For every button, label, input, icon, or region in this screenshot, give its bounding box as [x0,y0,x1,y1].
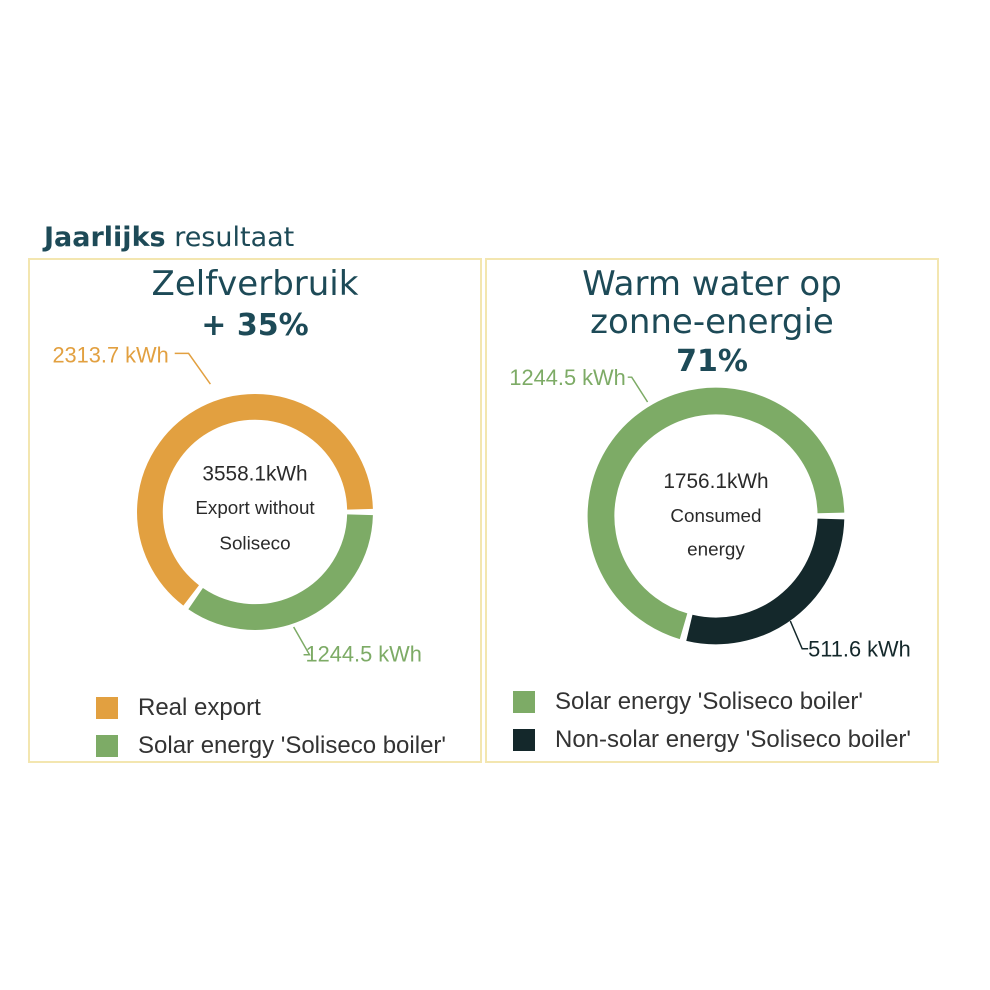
legend-item: Real export [96,694,261,722]
legend-swatch [513,691,535,713]
heading-bold: Jaarlijks [44,222,166,253]
center-total-label: 3558.1kWh [202,462,307,485]
center-caption: Consumed [670,505,761,526]
legend-item: Solar energy 'Soliseco boiler' [513,688,863,716]
value-label: 2313.7 kWh [52,342,168,367]
donut-chart-self-consumption: 2313.7 kWh 1244.5 kWh 3558.1kWh Export with… [52,342,422,667]
panel-title-line-2: zonne-energie [590,302,834,342]
legend-item: Solar energy 'Soliseco boiler' [96,732,446,760]
value-label: 1244.5 kWh [306,642,422,667]
leader-line [174,352,212,385]
center-caption: Export without [195,497,315,518]
legend-label: Solar energy 'Soliseco boiler' [555,688,863,715]
legend-swatch [96,735,118,757]
donut-segment [188,514,373,630]
page-heading: Jaarlijks resultaat [44,222,294,253]
center-caption: energy [687,539,745,560]
leader-line [293,626,311,656]
donut-segment [686,518,845,645]
donut-chart-warm-water: 1244.5 kWh 511.6 kWh 1756.1kWh Consumed ener… [509,365,911,662]
panel-title-line-1: Warm water op [582,264,842,304]
leader-line [789,620,809,650]
panel-self-consumption: Zelfverbruik + 35% 2313.7 kWh 1244.5 kWh 3… [28,258,482,763]
panel-warm-water: Warm water op zonne-energie 71% 1244.5 k… [485,258,939,763]
heading-rest: resultaat [174,222,295,253]
leader-line [627,376,649,403]
panel-title: Zelfverbruik [151,264,359,304]
legend-label: Real export [138,694,261,721]
legend-swatch [513,729,535,751]
center-total-label: 1756.1kWh [663,470,768,493]
center-caption: Soliseco [219,533,290,554]
legend-label: Solar energy 'Soliseco boiler' [138,732,446,759]
legend-label: Non-solar energy 'Soliseco boiler' [555,726,912,753]
legend-item: Non-solar energy 'Soliseco boiler' [513,726,911,754]
value-label: 1244.5 kWh [509,365,625,390]
donut-segment [137,394,373,606]
percent-label: 71% [676,344,748,379]
legend-swatch [96,697,118,719]
percent-label: + 35% [201,308,309,343]
donut-segment [587,387,845,640]
value-label: 511.6 kWh [808,637,911,662]
